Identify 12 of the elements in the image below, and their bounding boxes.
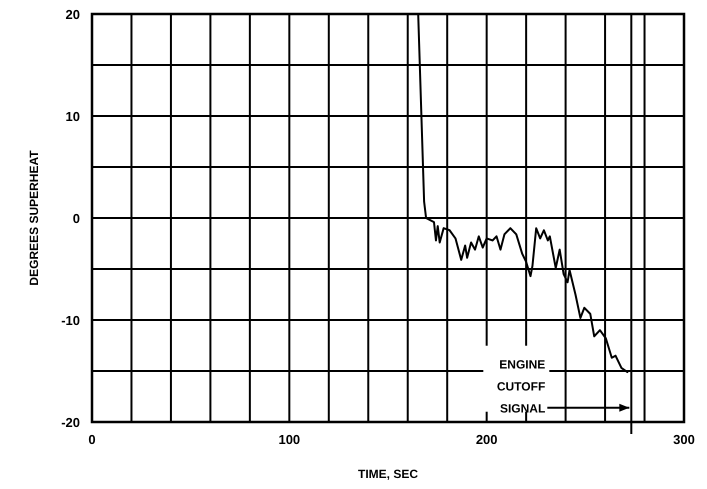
- x-tick-label: 200: [476, 432, 498, 447]
- annotation: ENGINE CUTOFF SIGNAL: [496, 358, 546, 416]
- x-axis-title: TIME, SEC: [358, 467, 418, 481]
- y-axis-title: DEGREES SUPERHEAT: [27, 150, 41, 286]
- y-tick-label: 10: [66, 109, 80, 124]
- y-tick-label: -10: [61, 313, 80, 328]
- x-tick-label: 300: [673, 432, 695, 447]
- y-tick-label: 0: [72, 211, 80, 226]
- x-tick-label: 100: [278, 432, 300, 447]
- x-tick-label: 0: [88, 432, 96, 447]
- y-tick-label: -20: [61, 415, 80, 430]
- y-tick-label: 20: [66, 7, 80, 22]
